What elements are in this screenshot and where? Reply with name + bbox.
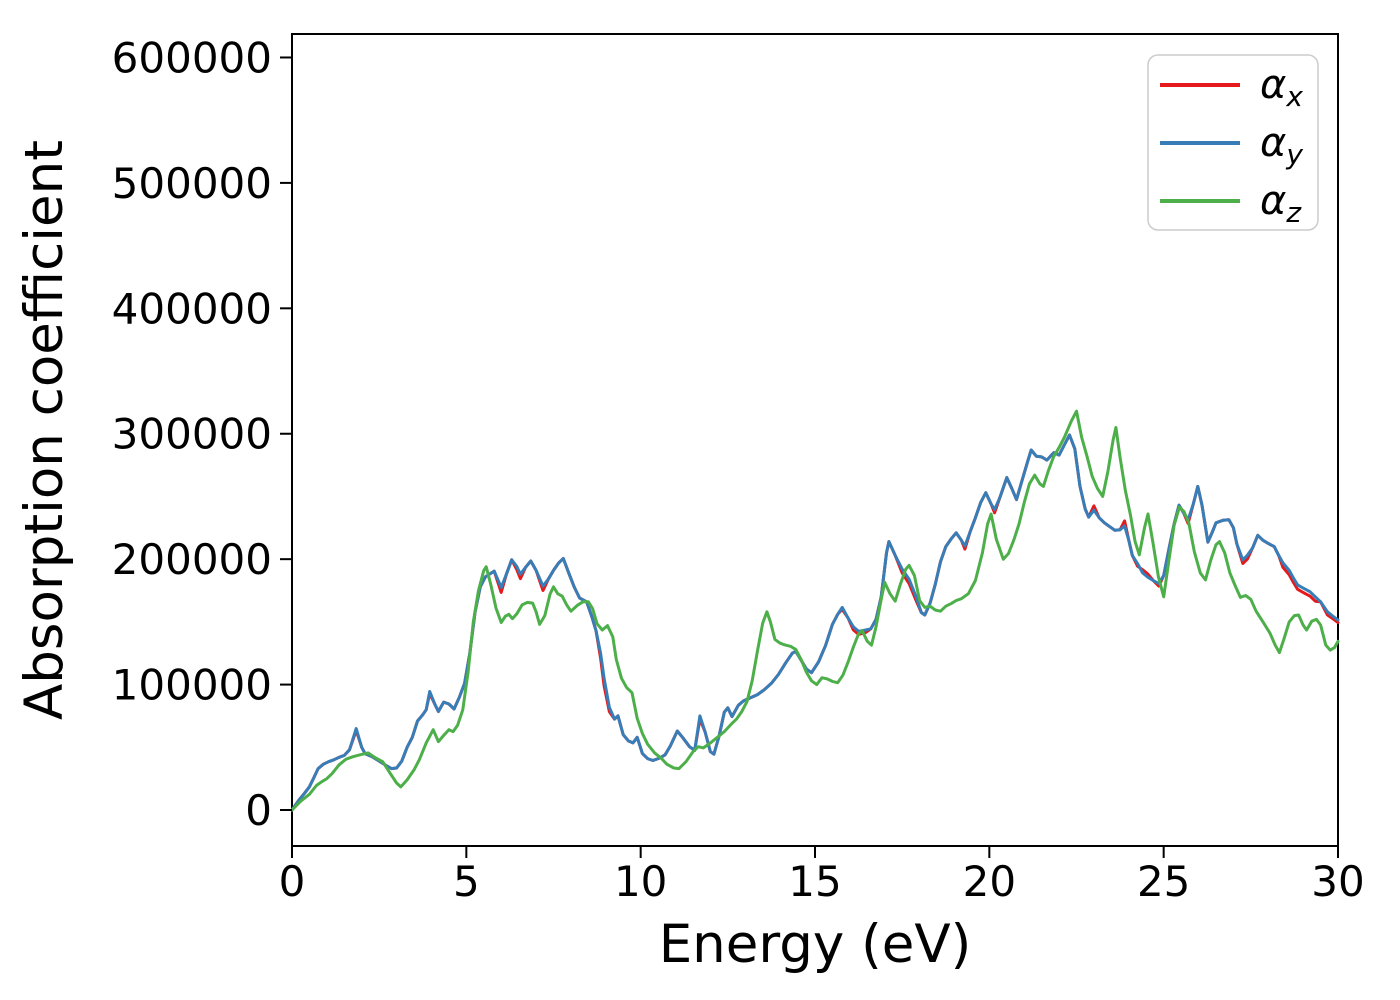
x-tick-label: 20: [963, 857, 1016, 906]
y-tick-label: 200000: [112, 535, 272, 584]
legend: αx αy αz: [1147, 54, 1319, 231]
x-tick-label: 0: [279, 857, 306, 906]
y-tick-label: 0: [245, 786, 272, 835]
axis-ticks: 0 5 10 15 20 25 30 0 100000 200000 300000 400000 500…: [112, 33, 1365, 906]
x-tick-label: 30: [1311, 857, 1364, 906]
y-tick-label: 400000: [112, 284, 272, 333]
x-tick-label: 5: [453, 857, 480, 906]
legend-label-z: αz: [1260, 178, 1302, 229]
x-tick-label: 10: [614, 857, 667, 906]
series-lines: [290, 409, 1340, 812]
series-line-alpha_x: [290, 433, 1340, 812]
series-line-alpha_z: [290, 409, 1340, 812]
x-axis-label: Energy (eV): [659, 914, 972, 975]
y-tick-label: 600000: [112, 33, 272, 82]
legend-label-y: αy: [1260, 120, 1303, 171]
y-axis-label: Absorption coefficient: [14, 140, 75, 720]
legend-label-x: αx: [1260, 62, 1303, 113]
x-tick-label: 25: [1137, 857, 1190, 906]
series-line-alpha_y: [290, 433, 1340, 812]
y-tick-label: 300000: [112, 410, 272, 459]
y-tick-label: 100000: [112, 661, 272, 710]
y-tick-label: 500000: [112, 159, 272, 208]
x-tick-label: 15: [788, 857, 841, 906]
